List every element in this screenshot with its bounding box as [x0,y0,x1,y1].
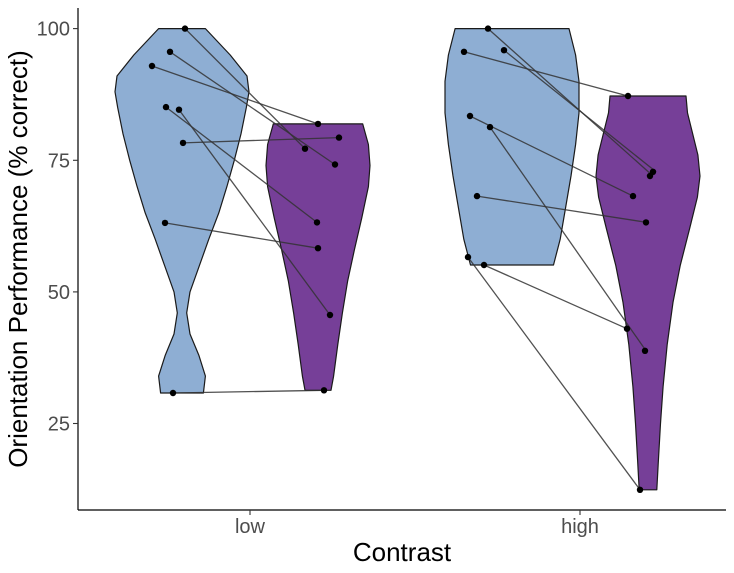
x-tick-label: high [561,516,599,538]
pair-line [489,126,647,352]
pair-line [503,49,657,173]
data-point [464,253,472,261]
pair-line [476,195,648,224]
data-point [179,139,187,147]
y-tick-label: 50 [48,282,70,304]
data-point [500,47,508,54]
data-point [148,62,156,70]
data-point [181,25,189,32]
x-axis-title: Contrast [353,537,452,567]
data-point [335,134,343,141]
violin-high-series-1 [595,95,701,491]
data-point [175,106,183,113]
y-tick-label: 75 [48,150,70,172]
data-point [301,145,309,152]
pair-line [469,115,634,197]
data-point [646,172,654,180]
data-point [473,192,481,200]
pair-line [164,222,319,249]
data-point [642,219,650,226]
pair-line [483,264,628,330]
data-point [314,120,322,128]
y-ticks: 25 50 75 100 [37,19,78,436]
data-point [466,112,474,120]
pair-lines-layer [151,28,657,491]
pair-line [463,51,629,97]
pair-line [184,28,306,150]
data-point [326,311,334,319]
data-point [313,219,321,226]
pair-line [151,65,319,125]
pair-line [487,28,654,177]
data-point [636,486,644,493]
data-point [320,387,328,394]
data-point [629,192,637,200]
data-point [166,48,174,55]
data-point [486,123,494,131]
data-point [314,245,322,252]
data-point [460,48,468,55]
pair-line [169,51,336,166]
data-point [624,92,632,100]
pair-line [467,256,641,491]
pair-line [172,389,325,394]
violin-high-series-0 [444,28,580,266]
data-point [641,347,649,354]
data-point [623,325,631,332]
data-point [484,25,492,32]
points-layer [148,25,657,493]
data-point [162,103,170,111]
y-tick-label: 25 [48,414,70,436]
data-point [331,161,339,168]
x-ticks: low high [235,510,599,538]
data-point [161,219,169,227]
x-tick-label: low [235,516,266,538]
violins-layer [114,28,701,491]
y-axis-title: Orientation Performance (% correct) [3,50,33,468]
y-tick-label: 100 [37,19,70,41]
pair-line [182,136,340,144]
data-point [480,261,488,269]
data-point [169,389,177,397]
violin-low-series-1 [265,123,371,391]
violin-low-series-0 [114,28,250,394]
pair-line [178,109,331,316]
